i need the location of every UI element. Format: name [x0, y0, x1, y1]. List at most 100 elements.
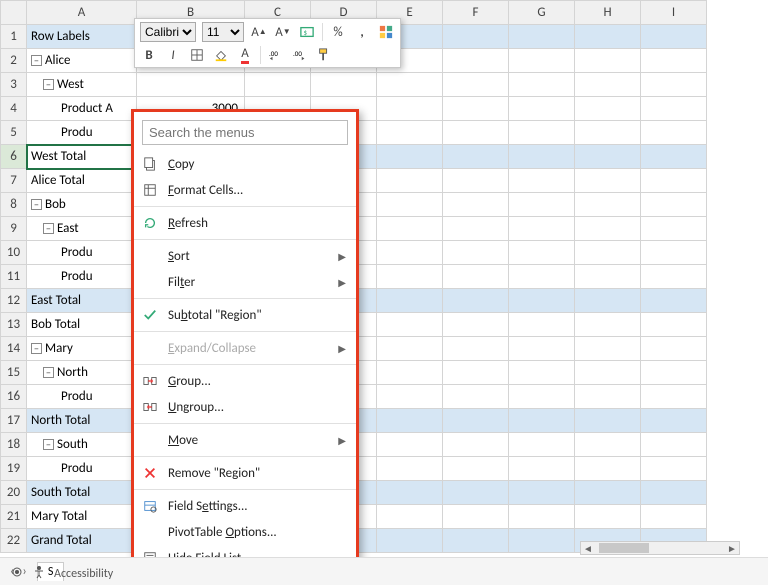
scroll-right-icon[interactable]: ►: [725, 542, 739, 555]
percent-icon[interactable]: %: [329, 23, 347, 41]
cell-H9[interactable]: [575, 217, 641, 241]
cell-I16[interactable]: [641, 385, 707, 409]
cell-E12[interactable]: [377, 289, 443, 313]
cell-I5[interactable]: [641, 121, 707, 145]
cell-F3[interactable]: [443, 73, 509, 97]
row-header-5[interactable]: 5: [1, 121, 27, 145]
cell-E16[interactable]: [377, 385, 443, 409]
cell-H10[interactable]: [575, 241, 641, 265]
cell-F6[interactable]: [443, 145, 509, 169]
cell-A21[interactable]: Mary Total: [27, 505, 137, 529]
decrease-decimal-icon[interactable]: .00: [267, 46, 285, 64]
row-header-8[interactable]: 8: [1, 193, 27, 217]
cell-I18[interactable]: [641, 433, 707, 457]
cell-F13[interactable]: [443, 313, 509, 337]
cell-A2[interactable]: −Alice: [27, 49, 137, 73]
cell-I4[interactable]: [641, 97, 707, 121]
cell-H17[interactable]: [575, 409, 641, 433]
cell-F4[interactable]: [443, 97, 509, 121]
cell-H15[interactable]: [575, 361, 641, 385]
cell-F20[interactable]: [443, 481, 509, 505]
menu-item-format-cells[interactable]: Format Cells...: [134, 177, 356, 203]
fill-color-icon[interactable]: [212, 46, 230, 64]
row-header-11[interactable]: 11: [1, 265, 27, 289]
corner-cell[interactable]: [1, 1, 27, 25]
scroll-left-icon[interactable]: ◄: [581, 542, 595, 555]
cell-G18[interactable]: [509, 433, 575, 457]
cell-G13[interactable]: [509, 313, 575, 337]
cell-F19[interactable]: [443, 457, 509, 481]
cell-A15[interactable]: −North: [27, 361, 137, 385]
cell-G22[interactable]: [509, 529, 575, 553]
menu-item-move[interactable]: Move▶: [134, 427, 356, 453]
cell-F9[interactable]: [443, 217, 509, 241]
cell-H6[interactable]: [575, 145, 641, 169]
cell-A11[interactable]: Produ: [27, 265, 137, 289]
cell-I2[interactable]: [641, 49, 707, 73]
col-header-G[interactable]: G: [509, 1, 575, 25]
cell-G17[interactable]: [509, 409, 575, 433]
cell-G3[interactable]: [509, 73, 575, 97]
cell-I21[interactable]: [641, 505, 707, 529]
cell-G11[interactable]: [509, 265, 575, 289]
cell-E3[interactable]: [377, 73, 443, 97]
cell-H18[interactable]: [575, 433, 641, 457]
borders-icon[interactable]: [188, 46, 206, 64]
row-header-6[interactable]: 6: [1, 145, 27, 169]
cell-E15[interactable]: [377, 361, 443, 385]
cell-I7[interactable]: [641, 169, 707, 193]
collapse-icon[interactable]: −: [43, 439, 54, 450]
menu-item-remove-region[interactable]: Remove "Region": [134, 460, 356, 486]
col-header-F[interactable]: F: [443, 1, 509, 25]
row-header-20[interactable]: 20: [1, 481, 27, 505]
cell-E4[interactable]: [377, 97, 443, 121]
cell-A20[interactable]: South Total: [27, 481, 137, 505]
row-header-12[interactable]: 12: [1, 289, 27, 313]
row-header-14[interactable]: 14: [1, 337, 27, 361]
cell-G15[interactable]: [509, 361, 575, 385]
accounting-format-icon[interactable]: $: [298, 23, 316, 41]
cell-A18[interactable]: −South: [27, 433, 137, 457]
menu-item-filter[interactable]: Filter▶: [134, 269, 356, 295]
cell-F8[interactable]: [443, 193, 509, 217]
cell-G20[interactable]: [509, 481, 575, 505]
cell-A19[interactable]: Produ: [27, 457, 137, 481]
cell-H8[interactable]: [575, 193, 641, 217]
cell-E20[interactable]: [377, 481, 443, 505]
cell-H16[interactable]: [575, 385, 641, 409]
cell-I10[interactable]: [641, 241, 707, 265]
cell-I20[interactable]: [641, 481, 707, 505]
cell-H21[interactable]: [575, 505, 641, 529]
menu-search-input[interactable]: [142, 120, 348, 145]
cell-G14[interactable]: [509, 337, 575, 361]
cell-G16[interactable]: [509, 385, 575, 409]
cell-G12[interactable]: [509, 289, 575, 313]
cell-H4[interactable]: [575, 97, 641, 121]
cell-I8[interactable]: [641, 193, 707, 217]
col-header-H[interactable]: H: [575, 1, 641, 25]
cell-E10[interactable]: [377, 241, 443, 265]
cell-F7[interactable]: [443, 169, 509, 193]
font-select[interactable]: Calibri: [140, 22, 196, 42]
cell-E22[interactable]: [377, 529, 443, 553]
cell-F17[interactable]: [443, 409, 509, 433]
menu-item-subtotal-region[interactable]: Subtotal "Region": [134, 302, 356, 328]
cell-A7[interactable]: Alice Total: [27, 169, 137, 193]
cell-I1[interactable]: [641, 25, 707, 49]
cell-G7[interactable]: [509, 169, 575, 193]
cell-H1[interactable]: [575, 25, 641, 49]
menu-item-refresh[interactable]: Refresh: [134, 210, 356, 236]
cell-I9[interactable]: [641, 217, 707, 241]
collapse-icon[interactable]: −: [31, 55, 42, 66]
format-painter-icon[interactable]: [315, 46, 333, 64]
cell-A5[interactable]: Produ: [27, 121, 137, 145]
row-header-18[interactable]: 18: [1, 433, 27, 457]
cell-I12[interactable]: [641, 289, 707, 313]
row-header-10[interactable]: 10: [1, 241, 27, 265]
row-header-9[interactable]: 9: [1, 217, 27, 241]
cell-G19[interactable]: [509, 457, 575, 481]
row-header-21[interactable]: 21: [1, 505, 27, 529]
collapse-icon[interactable]: −: [43, 367, 54, 378]
row-header-22[interactable]: 22: [1, 529, 27, 553]
cell-I13[interactable]: [641, 313, 707, 337]
